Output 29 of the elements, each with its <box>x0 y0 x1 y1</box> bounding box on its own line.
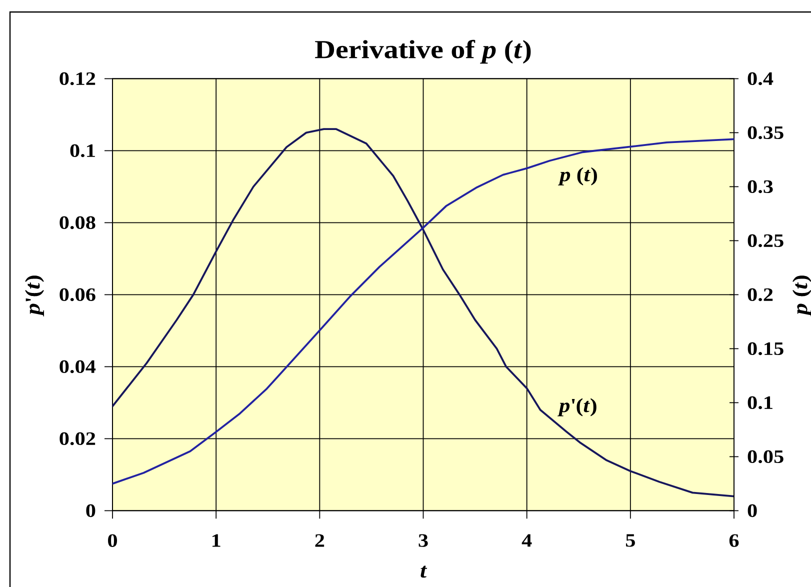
y-tick-label: 0 <box>86 504 96 518</box>
y2-tick-label: 0 <box>748 504 757 518</box>
y2-tick-label: 0.3 <box>748 180 773 194</box>
x-tick-label: 5 <box>626 534 635 547</box>
y2-tick-label: 0.05 <box>748 450 784 464</box>
y2-tick-label: 0.15 <box>748 342 784 356</box>
y-tick-label: 0.02 <box>60 432 96 446</box>
y-tick-label: 0.04 <box>60 360 96 374</box>
y2-tick-label: 0.1 <box>748 396 772 410</box>
y-axis-title: p'(t) <box>25 276 44 316</box>
y2-tick-label: 0.25 <box>748 234 784 248</box>
y-tick-label: 0.1 <box>70 144 95 158</box>
x-tick-label: 3 <box>418 534 428 547</box>
x-axis-title: t <box>420 566 428 578</box>
x-tick-label: 1 <box>212 534 220 547</box>
x-tick-label: 6 <box>729 534 739 547</box>
y-tick-label: 0.08 <box>60 216 96 230</box>
series-label: p (t) <box>558 167 597 186</box>
y-tick-label: 0.06 <box>60 288 96 302</box>
y2-tick-label: 0.35 <box>748 126 784 140</box>
y-tick-label: 0.12 <box>60 72 96 86</box>
x-tick-label: 0 <box>108 534 118 547</box>
x-tick-label: 2 <box>315 534 324 547</box>
y2-axis-title: p (t) <box>792 276 811 316</box>
y2-tick-label: 0.2 <box>748 288 773 302</box>
y2-tick-label: 0.4 <box>748 72 774 86</box>
x-tick-label: 4 <box>522 534 532 547</box>
series-label: p'(t) <box>557 398 596 416</box>
chart-title: Derivative of p (t) <box>315 40 531 64</box>
